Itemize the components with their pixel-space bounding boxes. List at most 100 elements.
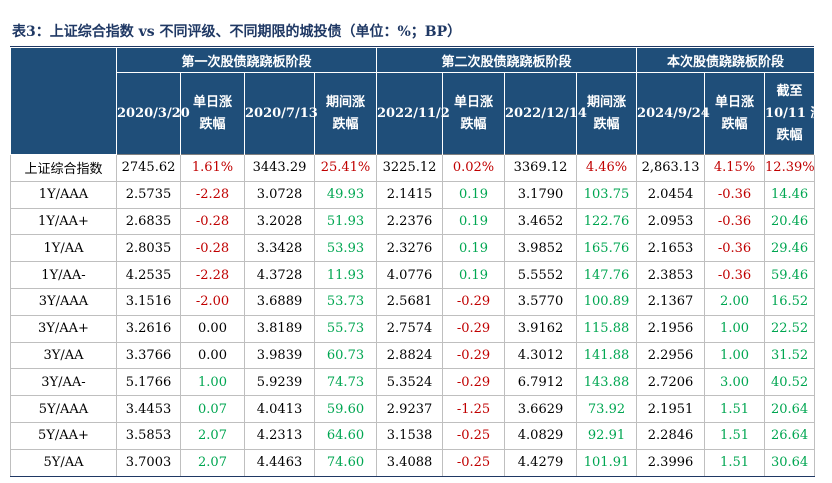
table-cell: 1.51 — [704, 448, 766, 477]
table-row: 5Y/AA+ 3.5853 2.07 4.2313 64.60 3.1538 -0.25 4.… — [10, 421, 816, 450]
row-label: 5Y/AAA — [10, 395, 117, 423]
table-cell: 31.52 — [764, 341, 816, 370]
table-cell: 40.52 — [764, 368, 816, 397]
table-cell: 55.73 — [313, 314, 378, 343]
table-cell: 64.60 — [313, 421, 378, 450]
table-cell: 2.0953 — [636, 207, 706, 236]
column-header-line: 跌幅 — [593, 116, 620, 132]
table-cell: 74.73 — [313, 368, 378, 397]
table-cell: 147.76 — [576, 261, 638, 289]
table-cell: 1.61% — [180, 154, 245, 182]
table-cell: 29.46 — [764, 234, 816, 263]
table-cell: 3.1516 — [116, 287, 181, 316]
table-cell: 3.9839 — [244, 341, 315, 370]
table-cell: 141.88 — [576, 341, 638, 370]
table-cell: 51.93 — [313, 207, 378, 236]
table-cell: 2.00 — [704, 287, 766, 316]
table-cell: 1.00 — [704, 314, 766, 343]
bond-index-table: 第一次股债跷跷板阶段 第二次股债跷跷板阶段 本次股债跷跷板阶段 2020/3/2… — [10, 48, 824, 477]
table-cell: 49.93 — [313, 180, 378, 209]
column-header-line: 跌幅 — [721, 116, 748, 132]
row-label: 1Y/AA- — [10, 261, 117, 289]
row-label: 3Y/AA+ — [10, 314, 117, 343]
table-cell: 100.89 — [576, 287, 638, 316]
column-header-line: 2020/3/20 — [117, 105, 190, 121]
row-label: 3Y/AAA — [10, 287, 117, 316]
table-cell: 3.5770 — [504, 287, 578, 316]
column-header: 截至 10/11 涨跌幅 — [764, 72, 824, 155]
table-cell: 3.3428 — [244, 234, 315, 263]
table-cell: 3225.12 — [376, 154, 444, 182]
table-cell: -1.25 — [442, 395, 506, 423]
table-cell: 143.88 — [576, 368, 638, 397]
table-cell: 115.88 — [576, 314, 638, 343]
table-cell: 3.2616 — [116, 314, 181, 343]
table-cell: 2,863.13 — [636, 154, 706, 182]
table-cell: 25.41% — [313, 154, 378, 182]
table-cell: 4.0829 — [504, 421, 578, 450]
table-cell: 5.9239 — [244, 368, 315, 397]
table-cell: -0.36 — [704, 207, 766, 236]
table-cell: 0.00 — [180, 314, 245, 343]
table-cell: 2.6835 — [116, 207, 181, 236]
row-label: 上证综合指数 — [10, 154, 117, 182]
table-cell: 3.8189 — [244, 314, 315, 343]
table-cell: 4.46% — [576, 154, 638, 182]
table-cell: -2.00 — [180, 287, 245, 316]
column-header-line: 期间涨 — [587, 94, 627, 110]
column-header: 2024/9/24 — [636, 72, 710, 155]
group-header-first: 第一次股债跷跷板阶段 — [115, 48, 378, 73]
table-cell: 2.5681 — [376, 287, 444, 316]
table-cell: 2.2376 — [376, 207, 444, 236]
column-header: 单日涨 跌幅 — [180, 72, 245, 155]
table-cell: 122.76 — [576, 207, 638, 236]
table-cell: 3.1538 — [376, 421, 444, 450]
table-row: 3Y/AAA 3.1516 -2.00 3.6889 53.73 2.5681 -0.29 3… — [10, 287, 816, 316]
table-cell: 165.76 — [576, 234, 638, 263]
table-cell: 4.15% — [704, 154, 766, 182]
table-title: 表3：上证综合指数 vs 不同评级、不同期限的城投债（单位：%；BP） — [12, 24, 462, 40]
table-cell: 2.5735 — [116, 180, 181, 209]
table-cell: 3.6629 — [504, 395, 578, 423]
table-cell: 4.0776 — [376, 261, 444, 289]
table-cell: 0.19 — [442, 261, 506, 289]
table-cell: 5.1766 — [116, 368, 181, 397]
table-cell: 3.4453 — [116, 395, 181, 423]
table-cell: 2.07 — [180, 448, 245, 477]
table-cell: 2.07 — [180, 421, 245, 450]
table-row: 5Y/AAA 3.4453 0.07 4.0413 59.60 2.9237 -1.25 3.… — [10, 395, 816, 423]
column-header-line: 2022/12/14 — [505, 105, 587, 121]
table-row: 上证综合指数 2745.62 1.61% 3443.29 25.41% 3225.12 0.… — [10, 154, 816, 182]
table-cell: 30.64 — [764, 448, 816, 477]
column-header-line: 2020/7/13 — [245, 105, 318, 121]
table-cell: 60.73 — [313, 341, 378, 370]
table-cell: 103.75 — [576, 180, 638, 209]
table-cell: 1.00 — [180, 368, 245, 397]
table-cell: 2.9237 — [376, 395, 444, 423]
table-cell: 26.64 — [764, 421, 816, 450]
table-row: 3Y/AA 3.3766 0.00 3.9839 60.73 2.8824 -0.29 4.3… — [10, 341, 816, 370]
table-cell: 22.52 — [764, 314, 816, 343]
table-cell: 3369.12 — [504, 154, 578, 182]
column-header-line: 期间涨 — [326, 94, 366, 110]
table-cell: 6.7912 — [504, 368, 578, 397]
table-cell: 2.1956 — [636, 314, 706, 343]
table-cell: 2.1951 — [636, 395, 706, 423]
column-header-line: 截至 — [776, 83, 803, 99]
table-cell: 4.4279 — [504, 448, 578, 477]
table-cell: 3.9852 — [504, 234, 578, 263]
group-header-current: 本次股债跷跷板阶段 — [636, 48, 816, 73]
table-cell: 2.3996 — [636, 448, 706, 477]
table-cell: -0.28 — [180, 207, 245, 236]
column-header: 单日涨 跌幅 — [704, 72, 766, 155]
column-header-line: 10/11 涨 — [765, 105, 824, 121]
table-cell: 12.39% — [764, 154, 816, 182]
table-cell: 2.1653 — [636, 234, 706, 263]
column-header: 期间涨 跌幅 — [313, 72, 378, 155]
table-row: 3Y/AA- 5.1766 1.00 5.9239 74.73 5.3524 -0.29 6.… — [10, 368, 816, 397]
column-header: 2022/12/14 — [504, 72, 587, 155]
title-divider — [10, 46, 814, 47]
table-cell: 1.00 — [704, 341, 766, 370]
table-cell: 3.2028 — [244, 207, 315, 236]
table-cell: -0.29 — [442, 341, 506, 370]
